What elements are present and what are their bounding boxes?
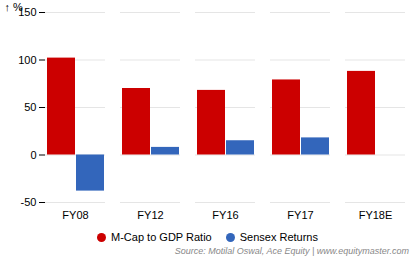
html-text:Source: Motilal Oswal, Ace Equ: Source: Motilal Oswal, Ace Equity | www.… [174, 246, 409, 256]
svg-text:0: 0 [30, 149, 36, 161]
svg-text:150: 150 [18, 6, 37, 18]
svg-text:100: 100 [18, 54, 36, 66]
svg-text:50: 50 [24, 101, 36, 113]
svg-text:FY12: FY12 [137, 209, 163, 221]
svg-text:↑ %: ↑ % [5, 1, 24, 13]
svg-text:-50: -50 [21, 196, 37, 208]
svg-text:FY18E: FY18E [359, 209, 393, 221]
svg-text:FY16: FY16 [212, 209, 238, 221]
svg-text:FY17: FY17 [287, 209, 313, 221]
svg-text:FY08: FY08 [62, 209, 88, 221]
html-text:M-Cap to GDP Ratio: M-Cap to GDP Ratio [111, 231, 212, 243]
html-text:Sensex Returns: Sensex Returns [239, 231, 318, 243]
